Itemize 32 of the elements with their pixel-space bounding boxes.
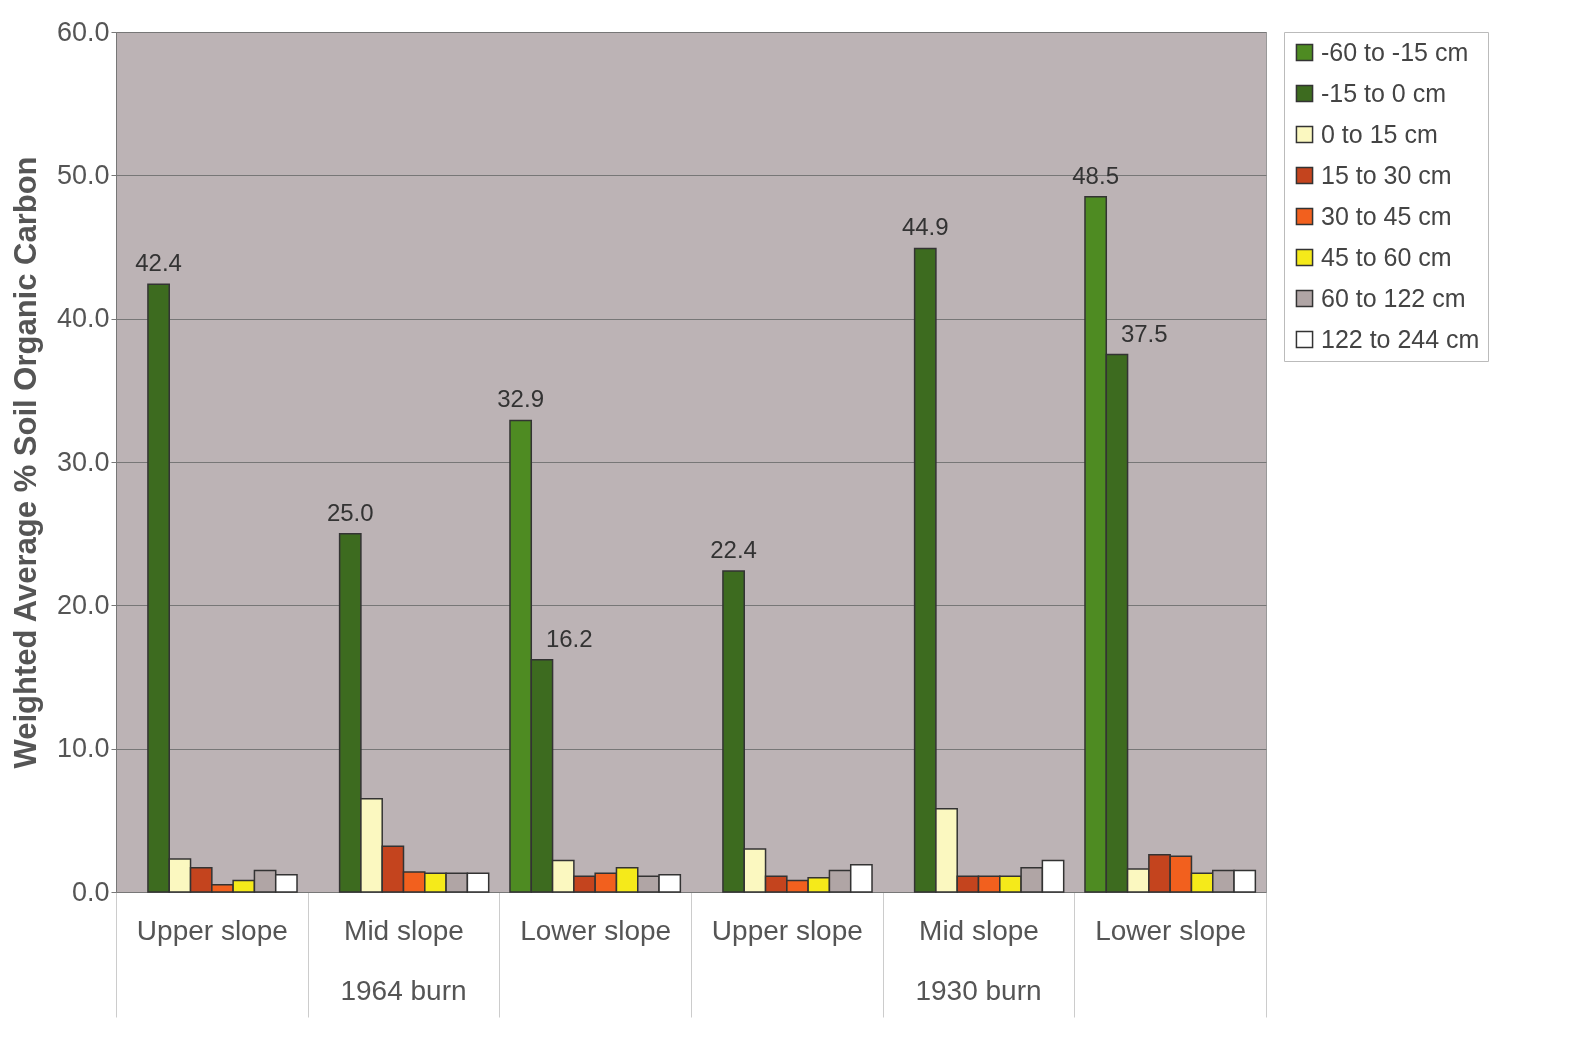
- data-label: 44.9: [901, 213, 949, 241]
- legend-label: -15 to 0 cm: [1321, 78, 1447, 107]
- y-tick-label: 0.0: [71, 876, 110, 907]
- x-tick-label: Upper slope: [711, 914, 863, 946]
- y-tick-label: 30.0: [56, 446, 110, 477]
- legend-label: 0 to 15 cm: [1321, 119, 1438, 148]
- legend-label: 30 to 45 cm: [1321, 201, 1452, 230]
- data-label: 22.4: [710, 535, 757, 563]
- legend-label: -60 to -15 cm: [1321, 37, 1469, 66]
- data-label: 37.5: [1120, 319, 1168, 347]
- data-label: 32.9: [497, 385, 544, 413]
- y-tick-label: 50.0: [56, 159, 110, 190]
- legend-label: 60 to 122 cm: [1321, 283, 1466, 312]
- x-tick-label: Mid slope: [344, 914, 464, 946]
- legend-label: 15 to 30 cm: [1321, 160, 1452, 189]
- y-tick-label: 40.0: [56, 303, 110, 334]
- y-tick-label: 60.0: [56, 16, 110, 47]
- text: 1964 burn: [340, 975, 467, 1006]
- x-tick-label: Lower slope: [520, 914, 672, 946]
- x-tick-label: Lower slope: [1095, 914, 1247, 946]
- data-label: 16.2: [545, 624, 593, 652]
- legend-label: 122 to 244 cm: [1321, 324, 1480, 353]
- data-label: 48.5: [1072, 161, 1119, 189]
- data-label: 42.4: [135, 249, 182, 277]
- legend-label: 45 to 60 cm: [1321, 242, 1452, 271]
- y-tick-label: 20.0: [56, 589, 110, 620]
- x-tick-label: Upper slope: [136, 914, 288, 946]
- x-tick-label: Mid slope: [919, 914, 1039, 946]
- y-tick-label: 10.0: [56, 733, 110, 764]
- data-label: 25.0: [326, 498, 374, 526]
- y-axis-title: Weighted Average % Soil Organic Carbon: [7, 156, 43, 769]
- text: 1930 burn: [915, 975, 1042, 1006]
